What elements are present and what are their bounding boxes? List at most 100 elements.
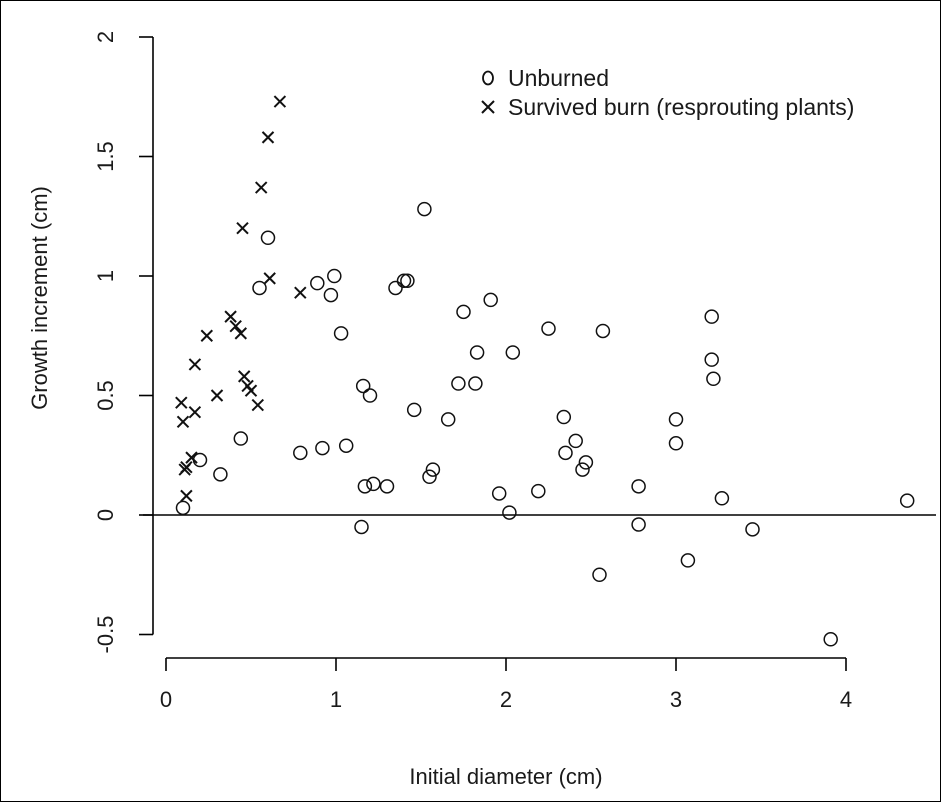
x-marker-stroke [224,310,237,323]
unburned-point [451,376,466,391]
x-tick-label: 2 [500,687,512,712]
x-marker-stroke [261,131,275,144]
burned-point [273,95,287,108]
burned-point [251,398,265,412]
unburned-point [192,452,208,468]
unburned-point [354,519,369,535]
unburned-point [175,500,191,516]
x-marker-stroke [180,460,193,474]
x-marker-stroke [200,329,214,342]
unburned-point [541,321,556,336]
unburned-point [400,273,415,289]
unburned-point [327,268,342,284]
burned-point [188,358,202,371]
unburned-point [483,292,498,308]
y-tick-label: 1 [93,270,118,282]
unburned-point [745,522,760,537]
x-marker-stroke [481,100,495,114]
unburned-point [357,479,373,494]
x-marker-stroke [244,384,258,397]
x-marker-stroke [254,181,268,194]
x-marker-stroke [180,489,193,503]
x-marker-stroke [210,389,224,402]
unburned-point [379,479,395,494]
x-marker-stroke [188,406,202,419]
unburned-point [578,455,594,470]
unburned-point [680,553,696,568]
unburned-point [704,352,719,367]
unburned-point [355,378,371,394]
burned-point [185,451,198,464]
unburned-point [396,273,412,289]
x-marker-stroke [236,221,249,235]
y-tick-label: 0 [93,509,118,521]
burned-point [180,489,193,503]
legend: Unburned Survived burn (resprouting plant… [481,65,854,120]
x-marker-stroke [175,396,188,409]
unburned-point [595,323,611,339]
unburned-point [704,309,719,324]
unburned-point [440,412,456,427]
x-marker-stroke [273,95,287,108]
burned-point [236,221,249,235]
burned-point [261,131,275,144]
unburned-point [899,493,915,508]
unburned-point [315,440,330,456]
unburned-point [293,445,308,461]
unburned-point [568,433,583,449]
unburned-point [491,486,507,501]
unburned-point [668,436,684,451]
x-marker-stroke [251,398,265,412]
data-points [175,95,915,647]
burned-point [224,310,237,323]
unburned-point [469,345,485,360]
unburned-point [406,402,422,418]
unburned-point [388,280,403,296]
burned-point [229,319,242,333]
unburned-point [425,462,441,477]
x-marker-stroke [294,286,307,299]
burned-point [176,415,190,428]
legend-label: Survived burn (resprouting plants) [508,94,854,120]
unburned-point [260,230,276,246]
legend-marker-burned [481,100,495,114]
x-marker-stroke [229,319,242,333]
x-marker-stroke [237,370,251,383]
unburned-point [213,467,228,482]
x-tick-label: 4 [840,687,852,712]
unburned-point [668,412,684,427]
x-marker-stroke [263,272,276,285]
x-tick-label: 0 [160,687,172,712]
unburned-point [631,479,646,494]
x-axis: 0 1 2 3 4 [160,657,852,712]
unburned-point [631,517,646,532]
unburned-point [706,371,721,387]
unburned-point [468,376,483,391]
burned-point [237,370,251,383]
unburned-point [362,388,378,403]
unburned-point [366,476,381,492]
unburned-point [531,483,546,499]
unburned-point [333,326,349,341]
legend-marker-unburned [482,70,494,86]
unburned-point [422,469,437,485]
unburned-point [502,505,517,520]
y-tick-label: 1.5 [93,141,118,172]
unburned-point [575,462,590,477]
unburned-point [823,632,838,647]
burned-point [244,384,258,397]
burned-point [175,396,188,409]
unburned-point [417,201,432,217]
burned-point [294,286,307,299]
burned-point [234,327,248,340]
unburned-point [592,567,607,582]
unburned-point [233,431,249,446]
y-tick-label: 2 [93,31,118,43]
burned-point [254,181,268,194]
unburned-point [323,287,339,303]
y-axis-label: Growth increment (cm) [27,186,52,410]
legend-label: Unburned [508,65,609,91]
unburned-point [338,438,354,453]
